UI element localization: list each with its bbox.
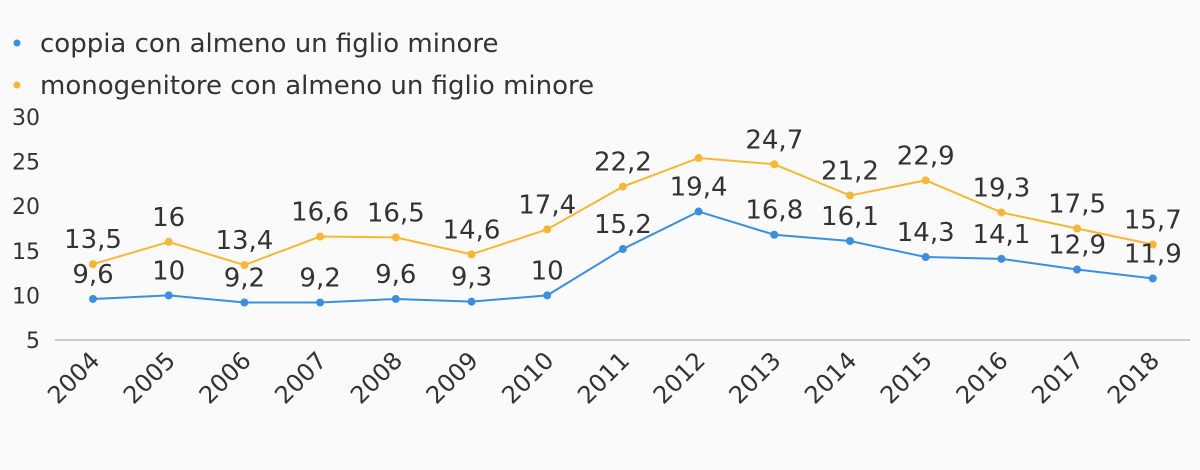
data-point xyxy=(1148,274,1157,283)
data-point xyxy=(1073,265,1082,274)
data-label: 10 xyxy=(152,256,185,286)
legend-label-1: monogenitore con almeno un figlio minore xyxy=(40,71,594,101)
data-label: 12,9 xyxy=(1048,231,1106,261)
data-point xyxy=(89,260,97,269)
x-tick-label: 2012 xyxy=(648,346,711,409)
data-label: 16,8 xyxy=(745,196,803,226)
data-point xyxy=(921,176,930,185)
data-label: 9,3 xyxy=(451,263,492,293)
data-label: 24,7 xyxy=(745,125,803,155)
x-tick-label: 2016 xyxy=(951,346,1014,409)
data-label: 21,2 xyxy=(821,156,879,186)
data-point xyxy=(997,208,1006,217)
data-point xyxy=(694,154,703,163)
x-tick-label: 2005 xyxy=(118,346,181,409)
data-point xyxy=(921,253,930,262)
data-label: 16 xyxy=(152,203,185,233)
x-tick-label: 2014 xyxy=(799,346,862,409)
data-label: 9,2 xyxy=(299,264,340,294)
data-point xyxy=(1073,224,1082,233)
legend-marker-1 xyxy=(13,81,21,89)
data-point xyxy=(467,250,476,259)
data-label: 13,4 xyxy=(215,226,273,256)
data-point xyxy=(240,261,249,270)
data-point xyxy=(164,237,173,246)
data-label: 17,4 xyxy=(518,190,576,220)
data-label: 19,4 xyxy=(670,173,728,203)
data-label: 10 xyxy=(531,256,564,286)
data-labels: 9,6 10 9,2 9,2 9,6 9,3 10 15,2 19,4 16,8 16,1 14,3 1… xyxy=(64,125,1182,293)
data-point xyxy=(543,291,552,300)
legend: coppia con almeno un figlio minore monoge… xyxy=(13,29,594,101)
data-label: 16,5 xyxy=(367,198,425,228)
x-tick-label: 2004 xyxy=(42,346,105,409)
y-tick-label: 15 xyxy=(12,240,40,265)
x-tick-label: 2013 xyxy=(724,346,787,409)
data-point xyxy=(770,230,779,239)
data-label: 14,6 xyxy=(443,215,501,245)
y-tick-label: 30 xyxy=(12,106,40,131)
data-label: 15,7 xyxy=(1124,206,1182,236)
data-label: 9,6 xyxy=(72,260,113,290)
x-tick-label: 2015 xyxy=(875,346,938,409)
data-point xyxy=(467,297,476,306)
data-label: 17,5 xyxy=(1048,190,1106,220)
x-axis: 2004 2005 2006 2007 2008 2009 2010 2011 2012 2013… xyxy=(42,346,1165,409)
data-point xyxy=(543,225,552,234)
data-label: 9,6 xyxy=(375,260,416,290)
data-label: 19,3 xyxy=(972,173,1030,203)
data-point xyxy=(316,232,325,241)
x-tick-label: 2006 xyxy=(194,346,257,409)
data-point xyxy=(89,294,97,303)
data-point xyxy=(618,182,627,191)
y-tick-label: 25 xyxy=(12,151,40,176)
legend-label-0: coppia con almeno un figlio minore xyxy=(40,29,498,59)
data-label: 14,1 xyxy=(972,220,1030,250)
y-axis: 5 10 15 20 25 30 xyxy=(12,106,40,354)
data-label: 11,9 xyxy=(1124,239,1182,269)
y-tick-label: 5 xyxy=(26,329,40,354)
data-label: 9,2 xyxy=(224,264,265,294)
y-tick-label: 20 xyxy=(12,195,40,220)
x-tick-label: 2010 xyxy=(496,346,559,409)
data-point xyxy=(1148,240,1157,249)
data-point xyxy=(846,191,854,200)
data-label: 16,6 xyxy=(291,198,349,228)
x-tick-label: 2017 xyxy=(1026,346,1089,409)
x-tick-label: 2009 xyxy=(421,346,484,409)
data-point xyxy=(391,294,400,303)
data-point xyxy=(316,298,325,307)
data-label: 22,2 xyxy=(594,148,652,178)
series-layer xyxy=(89,154,1157,307)
data-label: 16,1 xyxy=(821,202,879,232)
data-point xyxy=(164,291,173,300)
data-label: 13,5 xyxy=(64,225,122,255)
data-point xyxy=(997,254,1006,263)
data-point xyxy=(694,207,703,216)
data-point xyxy=(618,245,627,254)
data-point xyxy=(770,160,779,169)
data-point xyxy=(391,233,400,242)
data-label: 22,9 xyxy=(897,141,955,171)
x-tick-label: 2011 xyxy=(572,346,635,409)
x-tick-label: 2007 xyxy=(269,346,332,409)
legend-marker-0 xyxy=(13,39,21,47)
data-point xyxy=(240,298,249,307)
data-label: 15,2 xyxy=(594,210,652,240)
x-tick-label: 2018 xyxy=(1102,346,1165,409)
y-tick-label: 10 xyxy=(12,284,40,309)
x-tick-label: 2008 xyxy=(345,346,408,409)
data-point xyxy=(846,236,854,245)
data-label: 14,3 xyxy=(897,218,955,248)
